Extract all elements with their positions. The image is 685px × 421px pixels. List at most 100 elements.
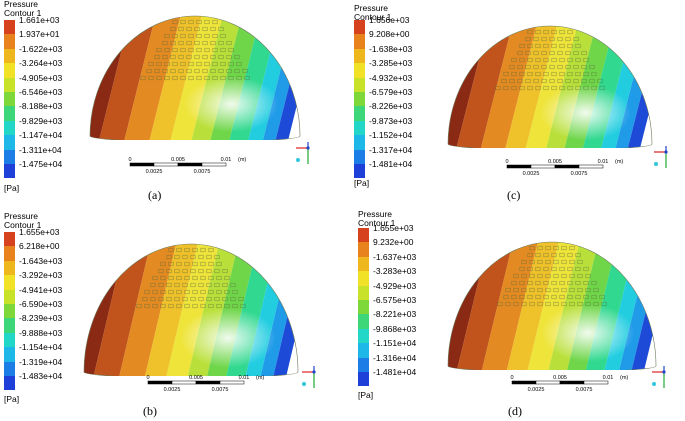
perforation-hole	[172, 47, 178, 53]
perforation-hole	[543, 43, 549, 49]
perforation-hole	[583, 71, 589, 77]
perforation-hole	[164, 47, 170, 53]
color-bar-segment	[354, 77, 365, 92]
scale-bar-c: 0 0.005 0.01 (m) 0.0025 0.0075	[505, 156, 635, 180]
perforation-hole	[505, 287, 511, 293]
perforation-hole	[535, 71, 541, 77]
scale-tick-label: 0.005	[553, 375, 567, 381]
highlight	[84, 244, 298, 376]
unit-label: [Pa]	[4, 394, 20, 404]
perforation-hole	[202, 40, 208, 46]
legend-value: -1.637e+03	[373, 251, 417, 262]
perforation-hole	[208, 261, 214, 267]
scale-segment	[195, 380, 221, 385]
perforation-hole	[180, 75, 186, 81]
perforation-hole	[156, 47, 162, 53]
perforation-hole	[204, 33, 210, 39]
legend-value: -8.239e+03	[19, 313, 63, 324]
legend-value: -1.316e+04	[373, 352, 417, 363]
perforation-hole	[216, 275, 222, 281]
perforation-hole	[529, 273, 535, 279]
perforation-hole	[194, 26, 200, 32]
perforation-hole	[589, 78, 595, 84]
perforation-hole	[527, 71, 533, 77]
perforation-hole	[186, 54, 192, 60]
color-bar-segment	[4, 246, 15, 261]
perforation-hole	[178, 40, 184, 46]
perforation-hole	[206, 282, 212, 288]
scale-segment	[219, 380, 245, 385]
panel-b: Pressure Contour 1 1.655e+03 6.218e+00 -1.…	[0, 210, 340, 421]
perforation-hole	[158, 296, 164, 302]
perforation-hole	[559, 85, 565, 91]
legend-c: Pressure Contour 1 1.656e+03 9.208e+00 -1.…	[354, 3, 434, 188]
triad-part	[664, 150, 668, 154]
perforation-hole	[529, 287, 535, 293]
perforation-hole	[160, 289, 166, 295]
perforation-hole	[182, 268, 188, 274]
perforation-hole	[218, 54, 224, 60]
perforation-hole	[527, 43, 533, 49]
perforation-hole	[224, 289, 230, 295]
perforation-hole	[535, 266, 541, 272]
perforation-hole	[577, 287, 583, 293]
triad-part	[302, 382, 306, 386]
legend-value: -4.932e+03	[369, 72, 413, 83]
perforation-hole	[537, 245, 543, 251]
perforation-hole	[234, 54, 240, 60]
scale-segment	[583, 380, 609, 385]
perforation-hole	[216, 261, 222, 267]
pressure-dome-d	[447, 241, 657, 370]
perforation-hole	[142, 296, 148, 302]
legend-d: Pressure Contour 1 1.655e+03 9.232e+00 -1.…	[358, 210, 438, 400]
perforation-hole	[593, 287, 599, 293]
perforation-hole	[575, 266, 581, 272]
perforation-hole	[601, 301, 607, 307]
scale-tick-label: 0	[146, 375, 149, 381]
perforation-hole	[176, 247, 182, 253]
perforation-hole	[136, 303, 142, 309]
perforation-hole	[152, 275, 158, 281]
perforation-hole	[557, 64, 563, 70]
scale-tick-label: (m)	[615, 159, 623, 165]
perforation-hole	[242, 68, 248, 74]
perforation-hole	[146, 68, 152, 74]
perforation-hole	[513, 301, 519, 307]
perforation-hole	[160, 303, 166, 309]
perforation-hole	[503, 71, 509, 77]
color-bar-segment	[358, 357, 369, 372]
color-bar	[354, 20, 365, 179]
perforation-hole	[533, 36, 539, 42]
perforation-hole	[551, 280, 557, 286]
perforation-hole	[535, 43, 541, 49]
perforation-hole	[585, 287, 591, 293]
perforation-hole	[585, 301, 591, 307]
perforation-hole	[152, 303, 158, 309]
perforation-hole	[525, 78, 531, 84]
perforation-hole	[148, 75, 154, 81]
color-bar-segment	[358, 271, 369, 286]
perforation-hole	[567, 280, 573, 286]
highlight	[448, 242, 656, 370]
legend-title-line1: Pressure	[4, 211, 39, 221]
scale-segment	[129, 162, 155, 167]
panel-a: Pressure Contour 1 1.661e+03 1.937e+01 -1.…	[0, 0, 340, 210]
perforation-hole	[553, 287, 559, 293]
color-bar-segment	[354, 34, 365, 49]
perforation-hole	[166, 268, 172, 274]
perforation-hole	[170, 26, 176, 32]
perforation-hole	[226, 54, 232, 60]
scale-tick-label: 0.0025	[146, 169, 163, 175]
legend-title-line1: Pressure	[354, 3, 389, 13]
legend-value: -1.311e+04	[19, 144, 62, 155]
color-bar-segment	[4, 332, 15, 348]
perforation-hole	[567, 71, 573, 77]
color-bar-segment	[4, 48, 15, 64]
perforation-hole	[561, 287, 567, 293]
perforation-hole	[593, 301, 599, 307]
legend-value: -1.481e+04	[369, 159, 413, 169]
triad-part	[652, 382, 656, 386]
legend-value: -1.319e+04	[19, 356, 63, 367]
legend-value: -1.317e+04	[369, 144, 413, 155]
triad-part	[654, 162, 658, 166]
